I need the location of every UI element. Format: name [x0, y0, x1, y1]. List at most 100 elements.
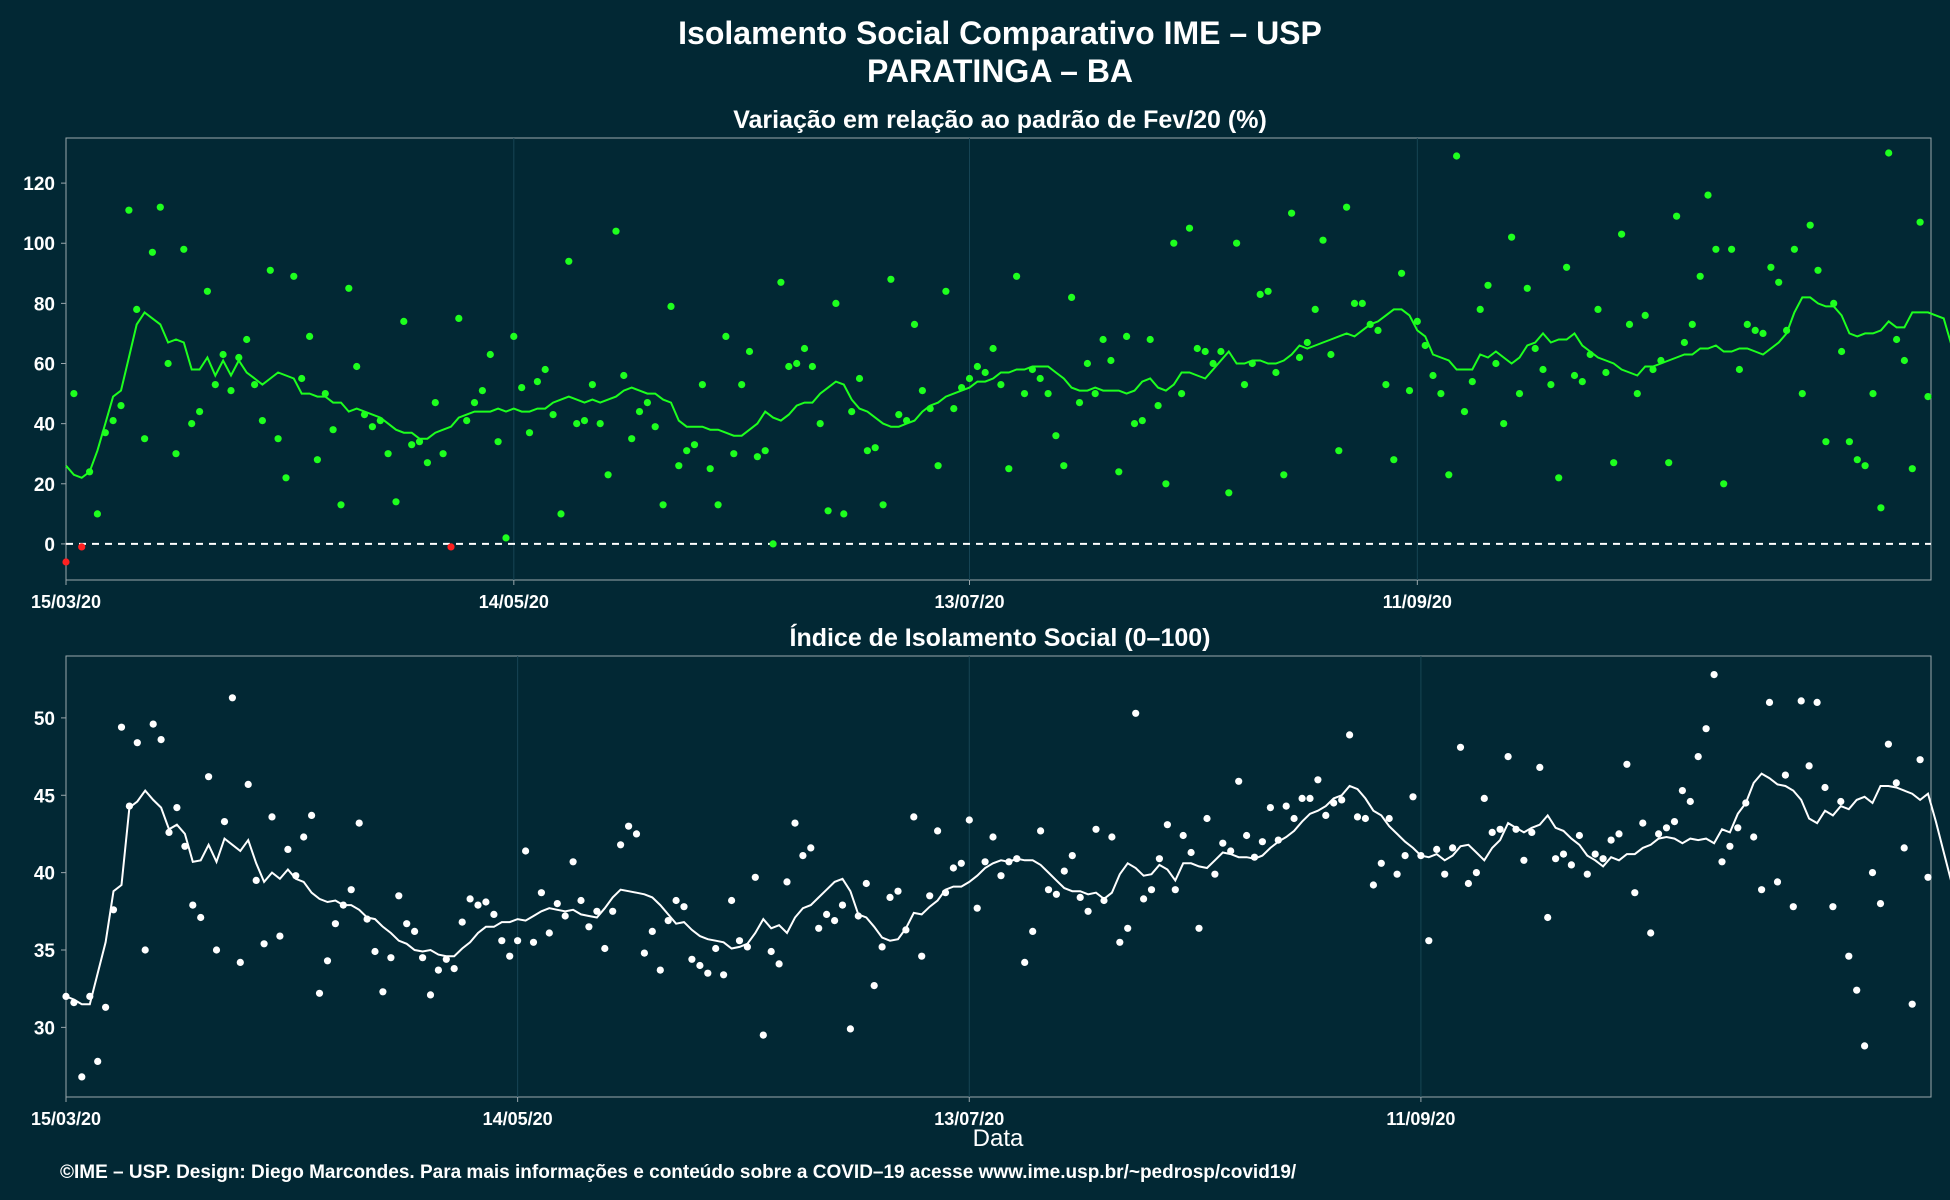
- top-data-point: [1060, 462, 1068, 470]
- bottom-data-point: [680, 903, 688, 911]
- bottom-data-point: [355, 819, 363, 827]
- top-data-point: [596, 420, 604, 428]
- bottom-data-point: [767, 947, 775, 956]
- bottom-data-point: [1250, 853, 1259, 861]
- top-data-point: [549, 411, 557, 419]
- top-data-point: [855, 374, 864, 383]
- top-data-point: [1178, 390, 1186, 398]
- top-data-point: [1272, 368, 1280, 377]
- top-data-point: [1107, 356, 1115, 365]
- bottom-data-point: [1227, 847, 1235, 855]
- top-data-point: [1869, 390, 1877, 398]
- bottom-data-point: [1750, 833, 1758, 841]
- top-data-point: [1295, 353, 1304, 362]
- bottom-data-point: [1765, 698, 1774, 707]
- top-data-point: [1303, 338, 1311, 347]
- top-data-point: [675, 462, 683, 470]
- bottom-data-point: [593, 907, 601, 915]
- top-data-point: [1916, 218, 1924, 226]
- bottom-data-point: [1084, 907, 1092, 915]
- bottom-data-point: [1417, 852, 1425, 860]
- top-data-point: [203, 287, 211, 295]
- bottom-data-point: [1678, 787, 1686, 795]
- top-data-point: [1838, 347, 1846, 356]
- top-data-point: [117, 402, 125, 410]
- bottom-data-point: [1409, 793, 1417, 801]
- top-data-point: [769, 540, 777, 548]
- bottom-data-point: [387, 954, 395, 962]
- bottom-data-point: [1052, 890, 1060, 898]
- top-data-point: [470, 399, 479, 407]
- top-data-point: [1696, 272, 1704, 280]
- top-x-tick-label: 14/05/20: [479, 592, 549, 612]
- top-data-point: [1735, 365, 1743, 374]
- bottom-data-point: [205, 773, 213, 781]
- bottom-data-point: [1464, 879, 1472, 888]
- bottom-data-point: [94, 1057, 102, 1065]
- footer-credit: ©IME – USP. Design: Diego Marcondes. Par…: [60, 1162, 1297, 1183]
- top-data-point: [1822, 438, 1830, 446]
- bottom-data-point: [854, 912, 862, 920]
- bottom-data-point: [807, 844, 815, 852]
- top-data-point: [840, 510, 848, 518]
- top-data-point: [1649, 365, 1657, 374]
- top-data-point: [1288, 209, 1296, 217]
- top-data-point: [400, 317, 408, 325]
- top-data-point: [141, 435, 149, 443]
- bottom-data-point: [1900, 844, 1908, 852]
- bottom-data-point: [981, 858, 989, 866]
- top-data-point: [78, 543, 86, 551]
- top-data-point: [761, 447, 769, 455]
- bottom-data-point: [482, 898, 490, 906]
- top-data-point: [415, 438, 424, 446]
- top-moving-average-line: [65, 296, 1950, 479]
- top-data-point: [808, 362, 817, 371]
- bottom-data-point: [1781, 771, 1789, 779]
- bottom-data-point: [62, 992, 70, 1001]
- top-data-point: [1924, 393, 1932, 401]
- top-data-point: [1115, 468, 1123, 476]
- top-data-point: [1594, 305, 1602, 313]
- bottom-data-point: [838, 901, 847, 909]
- top-data-point: [93, 510, 101, 518]
- top-data-point: [1343, 203, 1351, 211]
- bottom-data-point: [1544, 913, 1552, 922]
- bottom-data-point: [442, 955, 450, 963]
- bottom-data-point: [1599, 855, 1607, 863]
- top-data-point: [1570, 371, 1579, 380]
- bottom-data-point: [165, 828, 173, 837]
- top-data-point: [1146, 335, 1154, 344]
- top-data-point: [1005, 465, 1013, 473]
- top-data-point: [1845, 438, 1853, 446]
- figure-title-line2: PARATINGA – BA: [867, 53, 1133, 89]
- top-data-point: [70, 390, 78, 398]
- bottom-data-point: [743, 943, 752, 951]
- top-data-point: [1154, 402, 1162, 410]
- top-data-point: [722, 332, 730, 340]
- bottom-data-point: [141, 946, 149, 954]
- bottom-data-point: [1623, 760, 1631, 768]
- top-data-point: [478, 387, 486, 395]
- top-data-point: [463, 417, 471, 425]
- top-data-point: [533, 378, 542, 386]
- top-data-point: [408, 441, 416, 449]
- bottom-data-point: [339, 901, 347, 909]
- top-data-point: [1162, 480, 1170, 488]
- top-data-point: [738, 381, 746, 389]
- bottom-data-point: [949, 864, 958, 872]
- bottom-data-point: [831, 917, 839, 925]
- bottom-data-point: [1924, 873, 1932, 881]
- bottom-data-point: [1266, 804, 1274, 812]
- bottom-data-point: [656, 966, 664, 974]
- bottom-data-point: [965, 816, 973, 824]
- top-data-point: [1256, 290, 1264, 298]
- bottom-data-point: [1425, 937, 1433, 945]
- top-data-point: [219, 350, 227, 359]
- bottom-data-point: [791, 819, 799, 827]
- bottom-x-tick-label: 11/09/20: [1386, 1109, 1455, 1129]
- bottom-data-point: [1044, 886, 1053, 894]
- bottom-data-point: [1694, 753, 1702, 761]
- top-data-point: [910, 320, 919, 328]
- top-x-tick-label: 15/03/20: [31, 592, 101, 612]
- top-data-point: [651, 423, 659, 431]
